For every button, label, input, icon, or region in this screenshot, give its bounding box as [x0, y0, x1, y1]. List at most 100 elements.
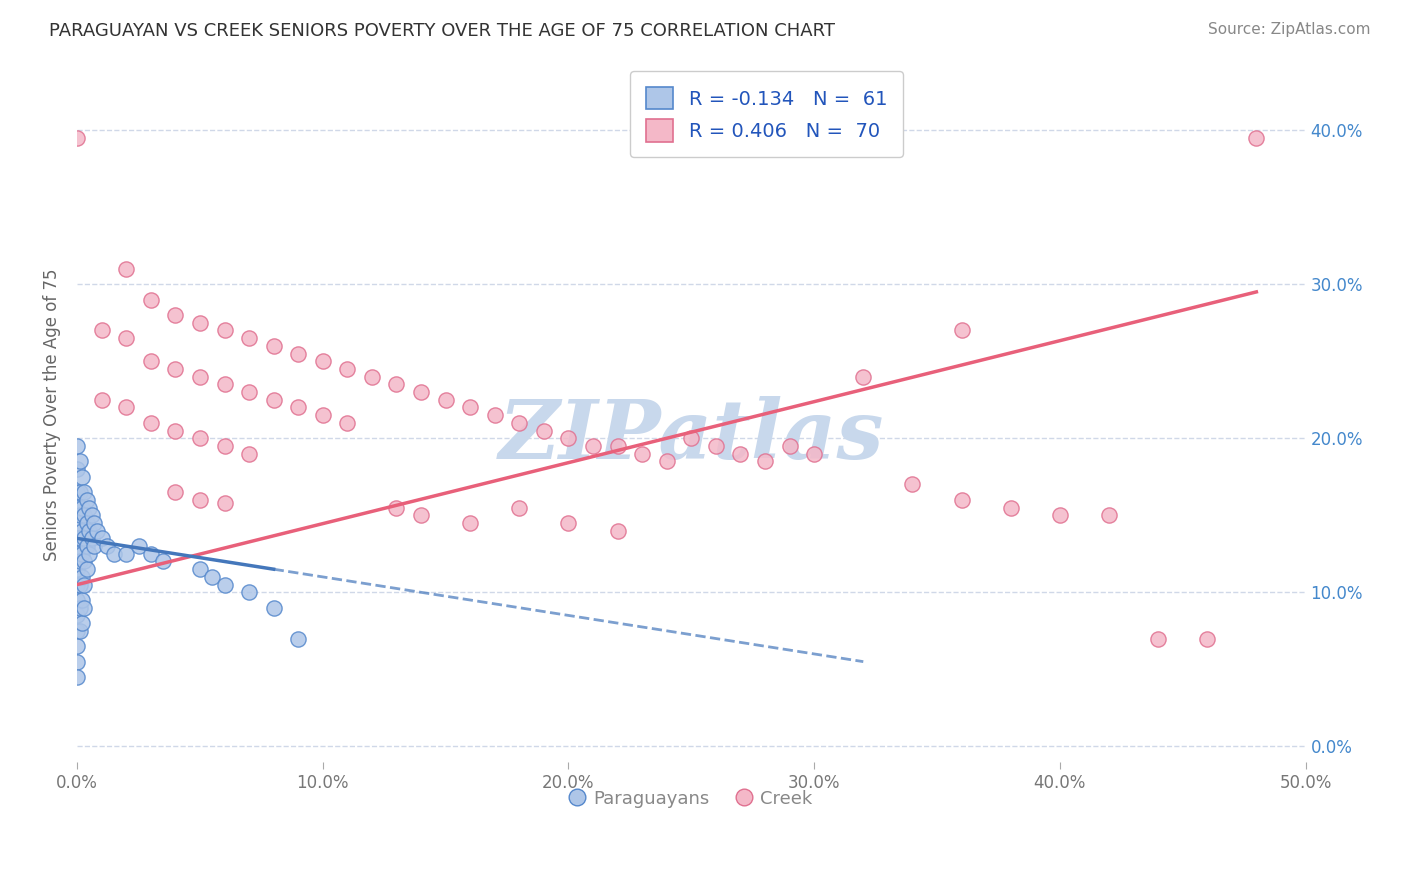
- Point: [214, 577, 236, 591]
- Point: [312, 408, 335, 422]
- Point: [66, 516, 89, 530]
- Point: [128, 539, 150, 553]
- Point: [83, 516, 105, 530]
- Point: [458, 401, 481, 415]
- Point: [336, 362, 359, 376]
- Point: [312, 354, 335, 368]
- Point: [188, 431, 211, 445]
- Legend: Paraguayans, Creek: Paraguayans, Creek: [562, 782, 820, 815]
- Point: [66, 639, 89, 653]
- Point: [1098, 508, 1121, 523]
- Point: [409, 508, 432, 523]
- Point: [238, 447, 260, 461]
- Text: ZIPatlas: ZIPatlas: [499, 396, 884, 476]
- Point: [66, 624, 89, 638]
- Point: [533, 424, 555, 438]
- Point: [458, 516, 481, 530]
- Point: [950, 492, 973, 507]
- Point: [139, 354, 162, 368]
- Point: [214, 377, 236, 392]
- Point: [385, 377, 408, 392]
- Point: [66, 593, 89, 607]
- Point: [508, 416, 530, 430]
- Point: [69, 532, 91, 546]
- Point: [606, 439, 628, 453]
- Point: [70, 500, 93, 515]
- Point: [66, 670, 89, 684]
- Point: [1049, 508, 1071, 523]
- Point: [754, 454, 776, 468]
- Point: [557, 516, 579, 530]
- Point: [681, 431, 703, 445]
- Point: [152, 554, 174, 568]
- Point: [76, 492, 98, 507]
- Point: [557, 431, 579, 445]
- Point: [73, 600, 96, 615]
- Point: [901, 477, 924, 491]
- Point: [188, 369, 211, 384]
- Point: [69, 624, 91, 638]
- Point: [90, 323, 112, 337]
- Point: [263, 600, 285, 615]
- Point: [165, 362, 187, 376]
- Point: [73, 554, 96, 568]
- Point: [73, 508, 96, 523]
- Point: [69, 600, 91, 615]
- Point: [139, 416, 162, 430]
- Point: [803, 447, 825, 461]
- Point: [66, 462, 89, 476]
- Point: [631, 447, 654, 461]
- Point: [66, 439, 89, 453]
- Point: [115, 331, 138, 345]
- Point: [66, 577, 89, 591]
- Point: [238, 331, 260, 345]
- Point: [165, 308, 187, 322]
- Point: [66, 485, 89, 500]
- Point: [70, 616, 93, 631]
- Point: [852, 369, 875, 384]
- Point: [655, 454, 678, 468]
- Point: [70, 524, 93, 538]
- Y-axis label: Seniors Poverty Over the Age of 75: Seniors Poverty Over the Age of 75: [44, 268, 60, 561]
- Point: [76, 539, 98, 553]
- Point: [66, 562, 89, 576]
- Point: [70, 570, 93, 584]
- Point: [287, 632, 309, 646]
- Point: [66, 608, 89, 623]
- Point: [1197, 632, 1219, 646]
- Point: [508, 500, 530, 515]
- Point: [201, 570, 224, 584]
- Point: [484, 408, 506, 422]
- Point: [70, 547, 93, 561]
- Point: [704, 439, 727, 453]
- Point: [730, 447, 752, 461]
- Point: [188, 316, 211, 330]
- Point: [80, 532, 103, 546]
- Point: [434, 392, 457, 407]
- Point: [73, 532, 96, 546]
- Point: [1147, 632, 1170, 646]
- Point: [779, 439, 801, 453]
- Point: [70, 593, 93, 607]
- Point: [79, 524, 101, 538]
- Point: [73, 577, 96, 591]
- Point: [214, 439, 236, 453]
- Point: [606, 524, 628, 538]
- Point: [79, 500, 101, 515]
- Point: [263, 392, 285, 407]
- Point: [214, 323, 236, 337]
- Point: [66, 131, 89, 145]
- Point: [263, 339, 285, 353]
- Point: [188, 562, 211, 576]
- Point: [66, 500, 89, 515]
- Point: [96, 539, 118, 553]
- Point: [66, 532, 89, 546]
- Point: [287, 346, 309, 360]
- Point: [238, 385, 260, 400]
- Point: [73, 485, 96, 500]
- Point: [76, 516, 98, 530]
- Point: [139, 547, 162, 561]
- Point: [385, 500, 408, 515]
- Point: [83, 539, 105, 553]
- Point: [950, 323, 973, 337]
